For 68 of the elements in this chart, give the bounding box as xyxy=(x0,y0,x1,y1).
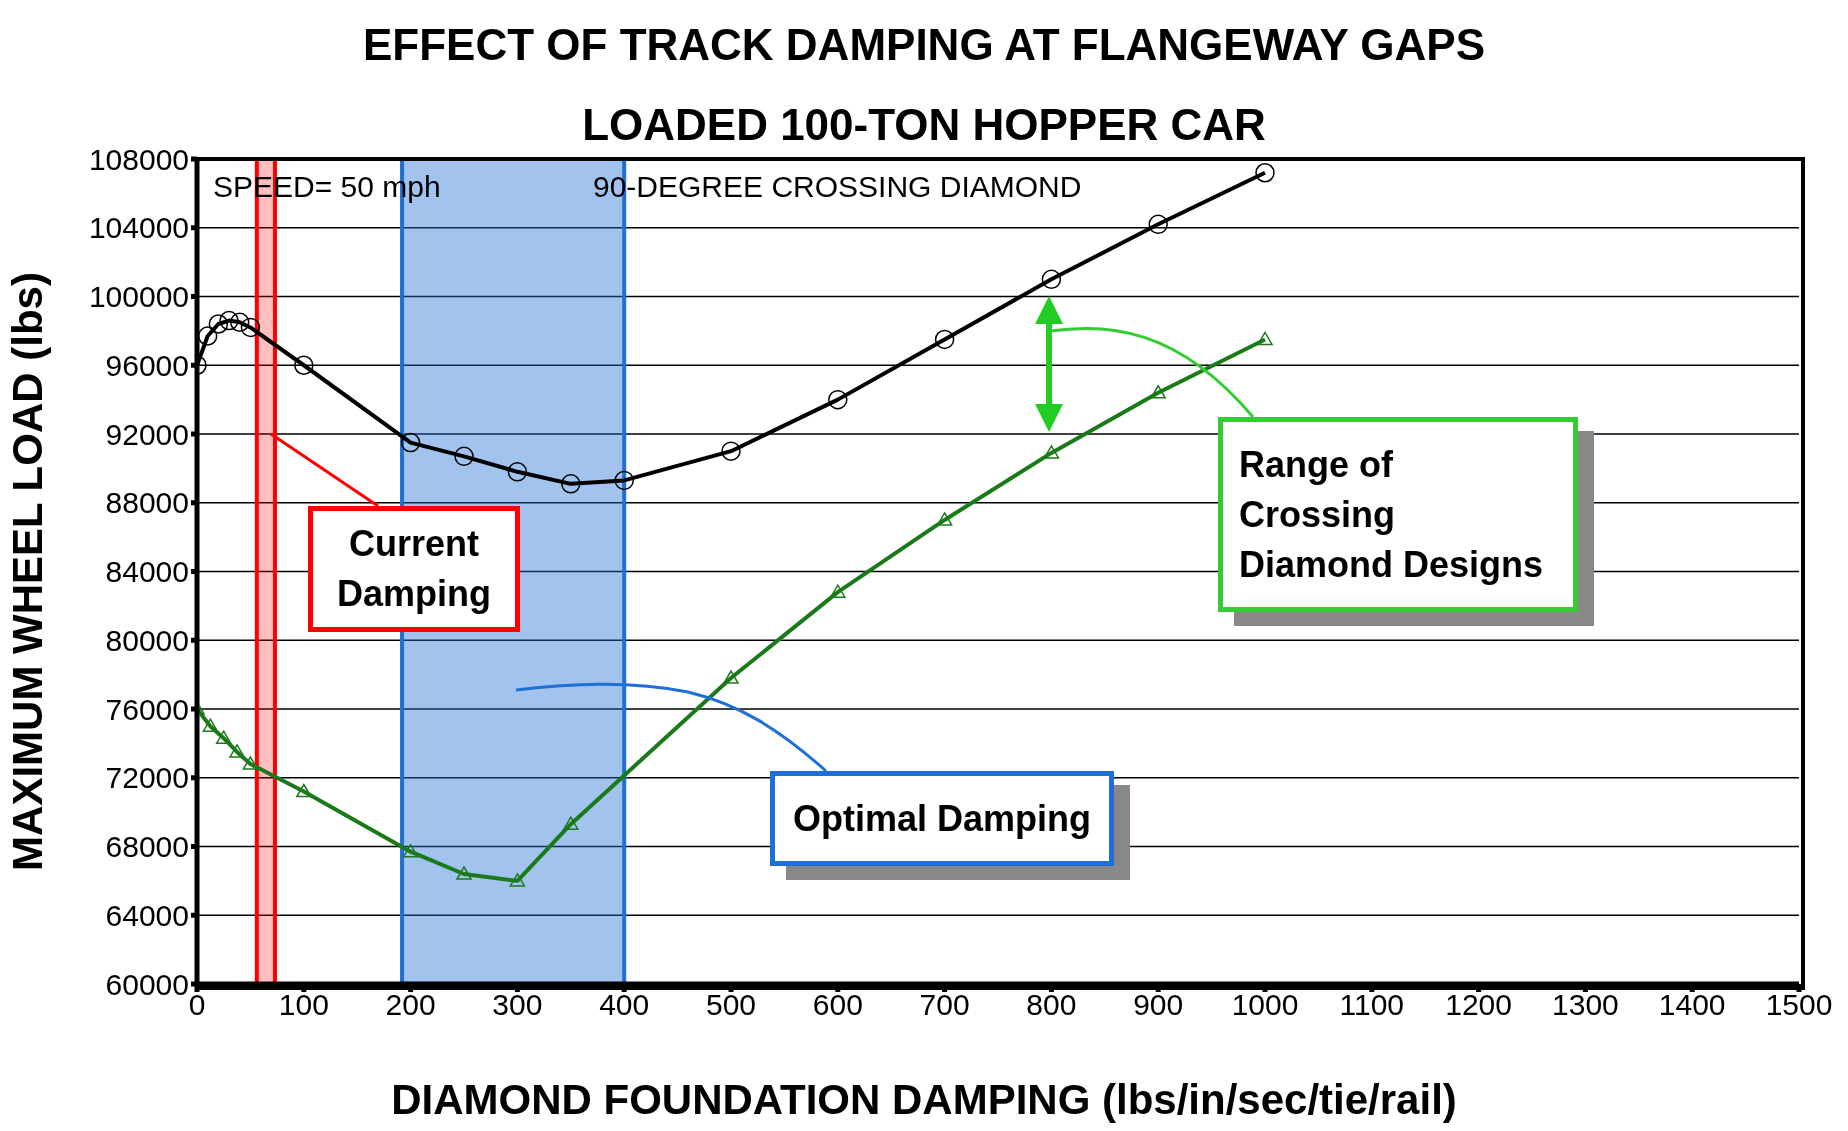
y-tick-label: 96000 xyxy=(105,348,189,382)
point xyxy=(208,314,229,334)
x-tick-label: 1000 xyxy=(1231,988,1299,1022)
x-tick-label: 1300 xyxy=(1552,988,1619,1022)
y-tick-label: 64000 xyxy=(105,898,189,932)
point xyxy=(1043,445,1060,459)
point xyxy=(296,783,312,798)
x-tick-label: 400 xyxy=(599,988,650,1022)
point xyxy=(202,718,219,732)
band-label: Current Damping xyxy=(308,506,520,632)
x-tick-label: 300 xyxy=(492,988,543,1022)
x-tick-label: 1500 xyxy=(1765,988,1833,1022)
y-tick-label: 100000 xyxy=(88,280,189,314)
point xyxy=(723,670,739,684)
point xyxy=(507,462,528,482)
point xyxy=(563,816,579,830)
point xyxy=(242,756,259,770)
y-tick-label: 76000 xyxy=(105,692,189,726)
point xyxy=(402,843,419,858)
x-axis-title: DIAMOND FOUNDATION DAMPING (lbs/in/sec/tie/rail) xyxy=(390,1076,1458,1124)
chart-title: EFFECT OF TRACK DAMPING AT FLANGEWAY GAPS xyxy=(362,19,1486,71)
x-tick-label: 1200 xyxy=(1445,988,1512,1022)
x-tick-label: 900 xyxy=(1133,988,1184,1022)
y-axis-title: MAXIMUM WHEEL LOAD (lbs) xyxy=(3,272,51,871)
point xyxy=(1255,163,1275,183)
x-tick-label: 500 xyxy=(705,988,757,1022)
point xyxy=(830,584,846,598)
chart-subtitle: LOADED 100-TON HOPPER CAR xyxy=(582,100,1266,149)
x-tick-label: 600 xyxy=(812,988,863,1022)
x-tick-label: 1400 xyxy=(1658,988,1726,1022)
y-tick-label: 88000 xyxy=(105,486,189,520)
point xyxy=(1041,269,1062,290)
point xyxy=(229,744,245,758)
point xyxy=(934,329,955,350)
point xyxy=(294,355,314,375)
point xyxy=(197,326,218,346)
y-tick-label: 84000 xyxy=(105,555,189,589)
y-tick-label: 60000 xyxy=(105,967,189,1001)
y-tick-label: 92000 xyxy=(105,417,189,451)
band-label: Optimal Damping xyxy=(770,771,1114,866)
y-tick-label: 68000 xyxy=(105,830,189,864)
y-tick-label: 72000 xyxy=(105,761,189,795)
x-tick-label: 800 xyxy=(1026,988,1077,1022)
x-tick-label: 200 xyxy=(385,988,436,1022)
point xyxy=(936,512,953,526)
y-tick-label: 104000 xyxy=(88,211,189,245)
point xyxy=(1150,385,1166,399)
point xyxy=(1148,214,1168,235)
point xyxy=(509,873,526,887)
annotation: Range of Crossing Diamond Designs xyxy=(1218,417,1578,612)
point xyxy=(456,866,472,880)
point xyxy=(229,312,250,333)
x-tick-label: 0 xyxy=(188,988,206,1022)
point xyxy=(400,432,421,453)
y-tick-label: 80000 xyxy=(105,623,189,657)
x-tick-label: 100 xyxy=(278,988,329,1022)
y-tick-label: 108000 xyxy=(88,142,189,176)
point xyxy=(240,317,261,338)
point xyxy=(721,441,741,461)
point xyxy=(454,446,474,467)
point xyxy=(219,310,239,331)
point xyxy=(828,389,848,410)
point xyxy=(1257,331,1273,346)
x-tick-label: 1100 xyxy=(1339,988,1405,1022)
point xyxy=(215,730,232,744)
point xyxy=(561,474,581,494)
point xyxy=(614,470,634,491)
x-tick-label: 700 xyxy=(919,988,970,1022)
